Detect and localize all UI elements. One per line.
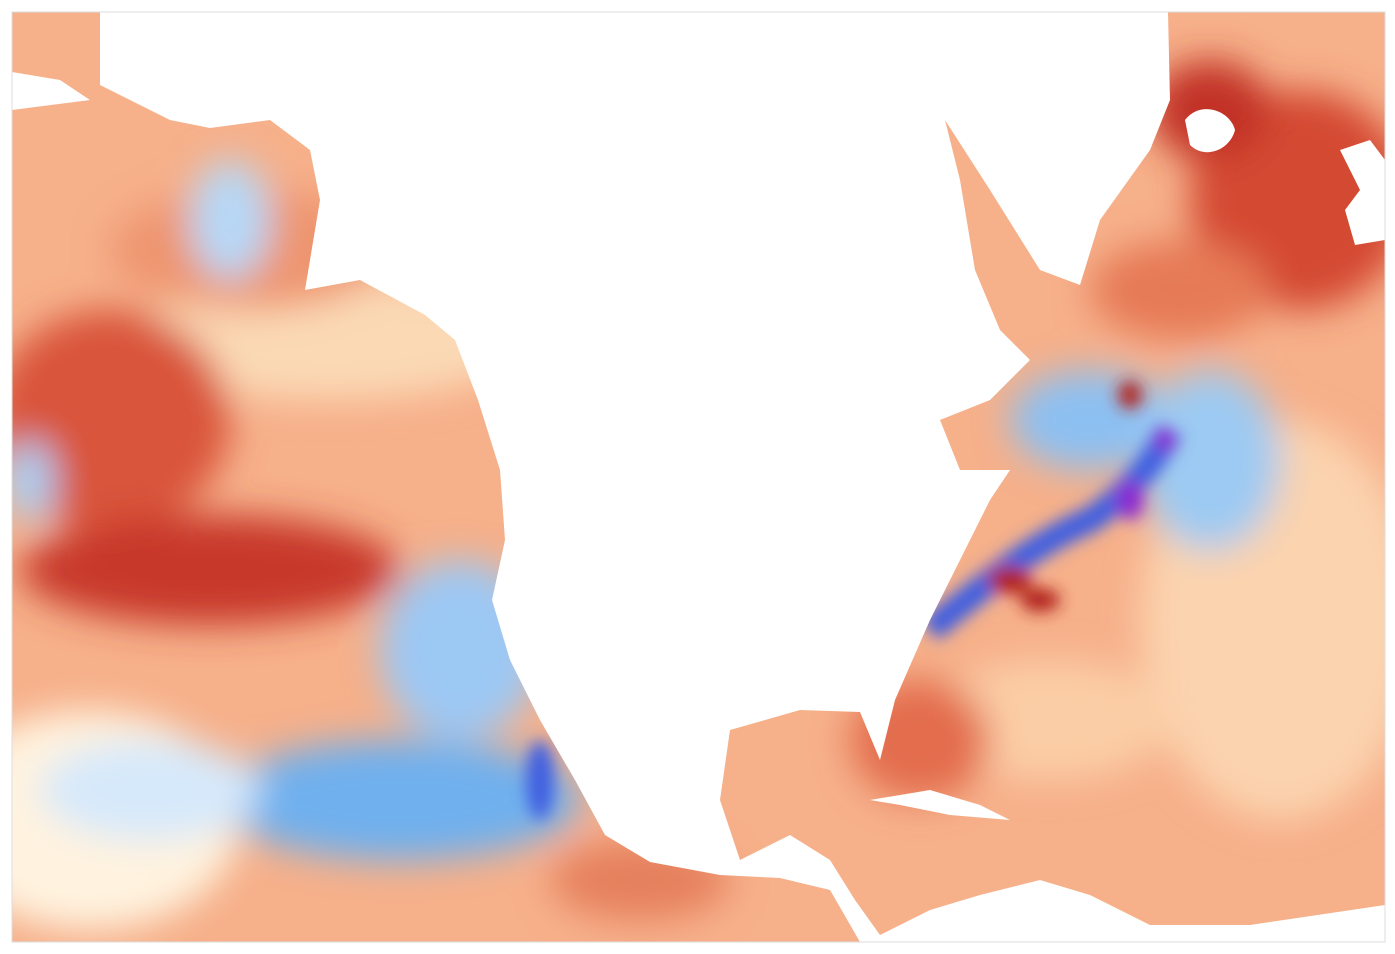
gulf-stream-extreme	[1116, 480, 1144, 520]
gulf-stream-cool	[921, 424, 1182, 640]
cool-area	[12, 440, 55, 520]
land-iceland	[1185, 109, 1235, 153]
gulf-stream-warm	[1118, 381, 1142, 409]
neutral-area	[930, 660, 1170, 780]
gulf-stream-extreme	[1155, 428, 1175, 452]
warm-area	[12, 310, 230, 530]
land-europe	[1340, 140, 1385, 245]
land-north-america	[100, 12, 1385, 942]
land-asia-edge	[12, 72, 90, 110]
gulf-stream-warm	[1020, 588, 1060, 612]
gulf-stream	[526, 381, 1182, 820]
coastal-cool	[526, 740, 554, 820]
cool-area	[220, 740, 580, 860]
warm-area	[20, 515, 400, 625]
warm-area	[1090, 240, 1270, 340]
cool-area	[190, 160, 270, 280]
map-frame	[11, 11, 1386, 943]
land-caribbean-islands	[870, 790, 1010, 820]
cool-area	[40, 740, 260, 840]
gulf-stream-warm	[988, 566, 1032, 594]
cool-area	[1140, 370, 1280, 550]
